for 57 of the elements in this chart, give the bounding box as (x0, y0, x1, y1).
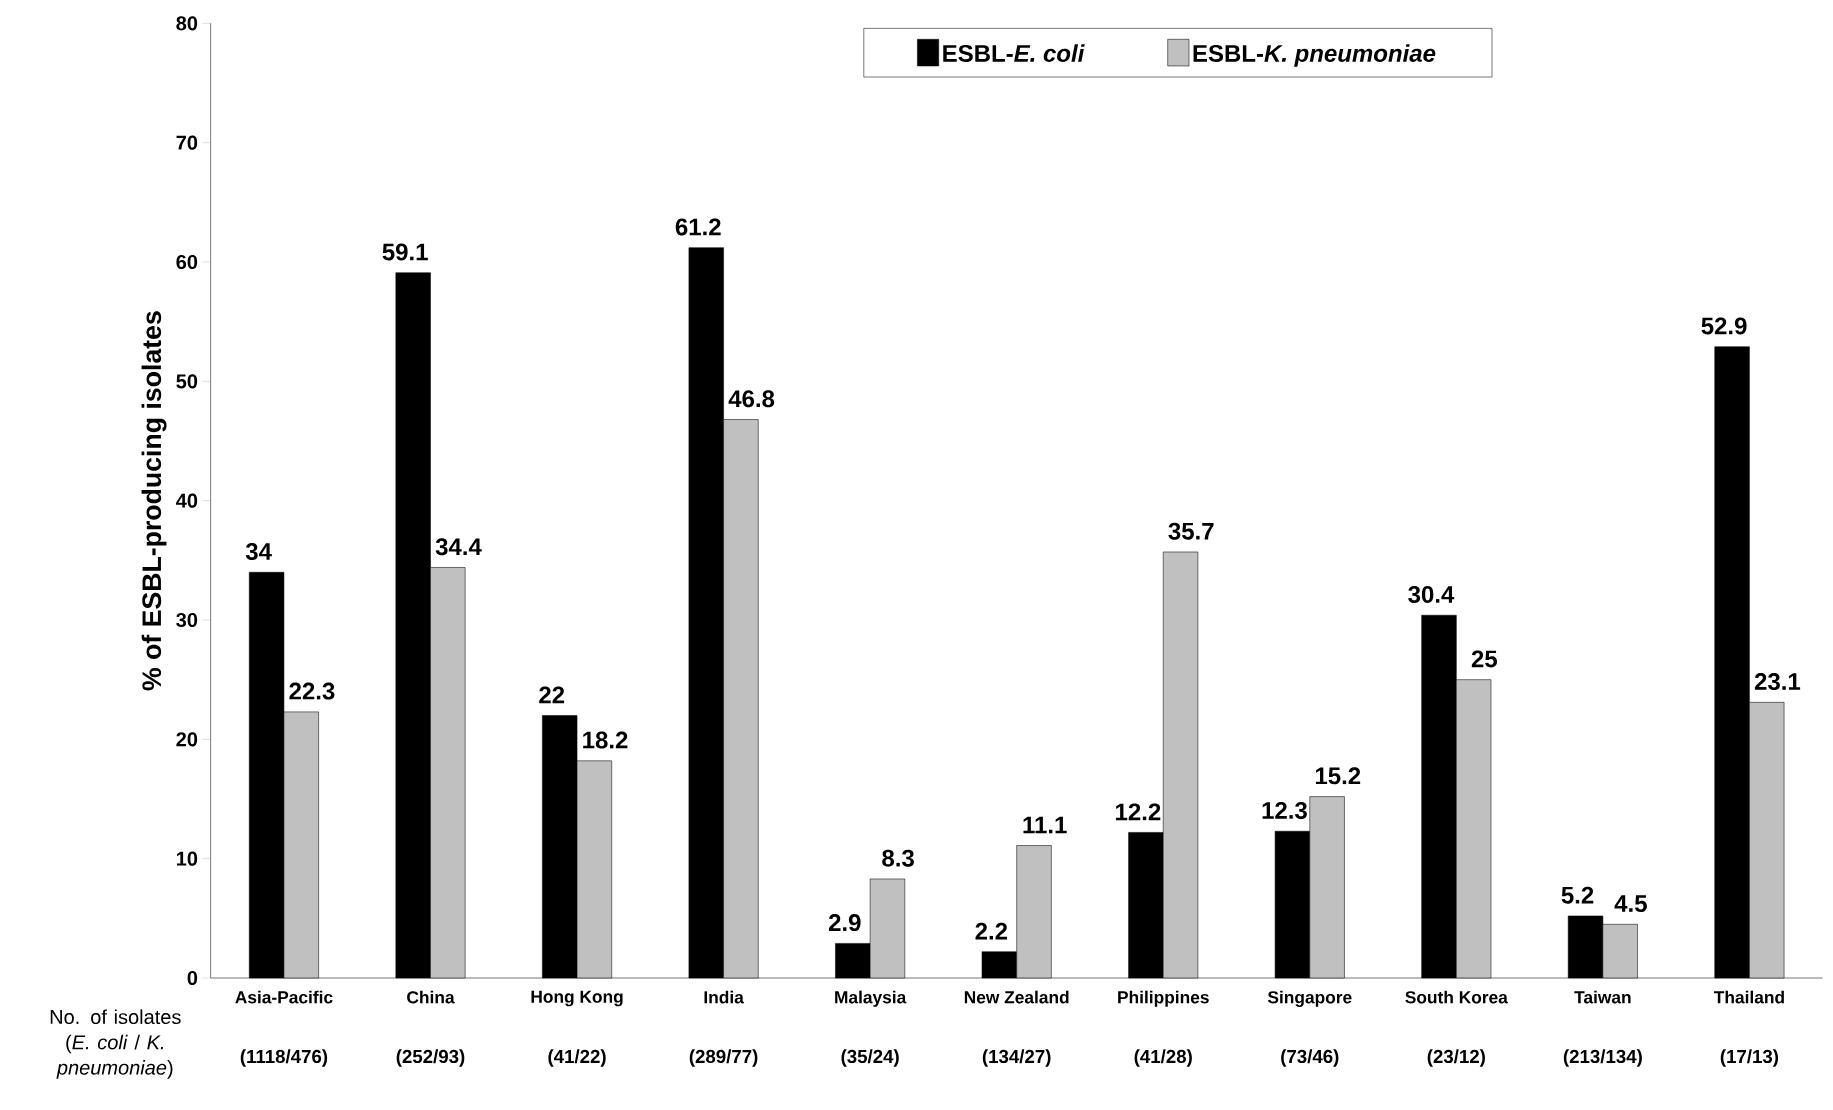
y-tick-label: 50 (176, 374, 198, 389)
text: (17/13) (1720, 1049, 1779, 1067)
data-label: 5.2 (1561, 886, 1594, 904)
x-tick-label: China (407, 990, 455, 1004)
data-label: 34 (245, 542, 272, 560)
data-label: 22.3 (289, 682, 335, 700)
legend-label: ESBL-E. coli (943, 44, 1085, 62)
y-tick-label: 20 (176, 732, 198, 747)
data-label: 12.2 (1116, 803, 1161, 821)
x-tick-label: Hong Kong (531, 990, 623, 1007)
text: No. of isolates (E. coli / K. pneumoniae) (50, 1009, 181, 1079)
text: (134/27) (982, 1049, 1051, 1067)
y-tick-label: 80 (176, 16, 198, 31)
text: (73/46) (1281, 1049, 1339, 1067)
y-axis-title: % of ESBL-producing isolates (141, 311, 167, 691)
data-label: 23.1 (1754, 673, 1801, 691)
data-label: 46.8 (728, 390, 775, 408)
data-label: 11.1 (1023, 816, 1067, 834)
data-label: 2.2 (975, 922, 1008, 940)
text: (35/24) (841, 1049, 899, 1067)
data-label: 35.7 (1168, 522, 1214, 540)
text: (41/22) (548, 1049, 606, 1067)
x-tick-label: Singapore (1267, 990, 1352, 1007)
x-tick-label: Asia-Pacific (235, 990, 333, 1004)
text: (289/77) (689, 1049, 758, 1067)
data-label: 12.3 (1262, 801, 1307, 819)
x-tick-label: South Korea (1405, 990, 1508, 1004)
data-label: 34.4 (435, 538, 482, 556)
data-label: 18.2 (583, 731, 628, 749)
text: (23/12) (1427, 1049, 1485, 1067)
text: (1118/476) (240, 1049, 328, 1067)
text: (213/134) (1563, 1049, 1642, 1067)
y-tick-label: 10 (176, 851, 198, 866)
y-tick-label: 0 (187, 970, 198, 986)
data-label: 61.2 (675, 218, 721, 236)
y-tick-label: 60 (176, 254, 198, 270)
x-tick-label: Thailand (1713, 990, 1784, 1004)
data-label: 2.9 (828, 914, 861, 932)
y-tick-label: 70 (176, 135, 198, 150)
data-label: 30.4 (1408, 585, 1455, 603)
x-tick-label: India (704, 990, 744, 1004)
text: (252/93) (396, 1049, 465, 1067)
x-tick-label: Malaysia (835, 990, 907, 1007)
text: (41/28) (1134, 1049, 1192, 1067)
x-tick-label: Taiwan (1574, 990, 1631, 1004)
data-label: 4.5 (1614, 895, 1647, 913)
data-label: 15.2 (1315, 767, 1361, 785)
data-label: 59.1 (382, 243, 428, 261)
y-tick-label: 40 (176, 493, 198, 508)
data-label: 22 (539, 686, 565, 704)
legend-label: ESBL-K. pneumoniae (1193, 44, 1436, 67)
data-label: 25 (1471, 650, 1498, 668)
data-label: 52.9 (1701, 317, 1747, 335)
data-label: 8.3 (882, 849, 914, 867)
y-tick-label: 30 (176, 612, 198, 628)
x-tick-label: New Zealand (964, 990, 1069, 1004)
x-tick-label: Philippines (1118, 990, 1209, 1007)
